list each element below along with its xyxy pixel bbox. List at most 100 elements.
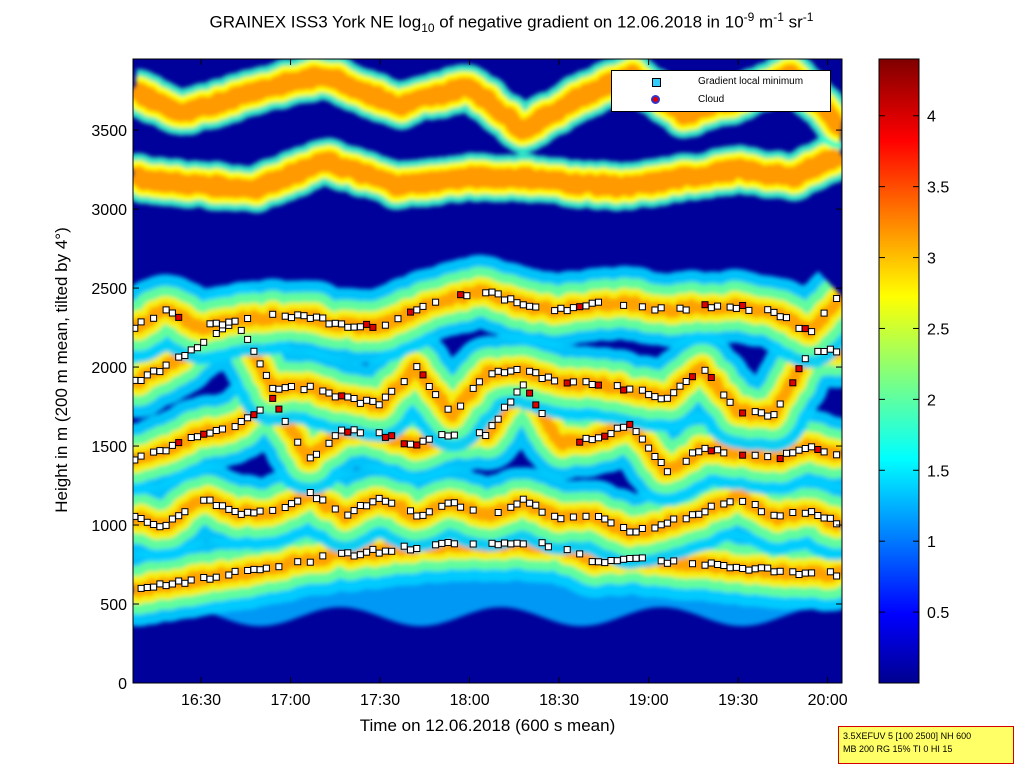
gradient-minimum-marker [595,434,602,442]
gradient-minimum-marker [801,509,809,517]
gradient-minimum-marker [225,505,233,513]
gradient-minimum-marker [732,563,740,571]
cloud-marker [526,389,534,397]
gradient-minimum-marker [469,506,477,514]
gradient-minimum-marker [168,515,176,523]
gradient-minimum-marker [306,558,314,566]
gradient-minimum-marker [607,519,615,527]
cloud-marker [789,379,797,387]
gradient-minimum-marker [168,309,176,317]
gradient-minimum-marker [181,579,189,587]
legend-square-marker [652,78,661,87]
gradient-minimum-marker [269,310,277,318]
gradient-minimum-marker [250,565,258,573]
gradient-minimum-marker [557,304,565,312]
cloud-marker [620,386,628,394]
gradient-minimum-marker [507,503,515,511]
gradient-minimum-marker [288,383,295,390]
gradient-minimum-marker [450,431,458,439]
cloud-marker [595,381,602,389]
gradient-minimum-marker [150,521,158,528]
gradient-minimum-marker [532,501,540,509]
x-axis: 16:30 17:00 17:30 18:00 18:30 19:00 19:30 20:00 [181,59,848,709]
gradient-minimum-marker [808,508,816,516]
gradient-minimum-marker [313,313,320,321]
gradient-minimum-marker [244,335,252,343]
gradient-minimum-marker [281,312,289,320]
cloud-marker [369,323,377,331]
gradient-minimum-marker [833,451,841,459]
gradient-minimum-marker [770,511,778,519]
gradient-minimum-marker [632,554,640,562]
gradient-minimum-marker [526,367,534,375]
gradient-minimum-marker [507,295,515,303]
gradient-minimum-marker [620,301,628,309]
x-tick-label: 17:00 [271,692,311,709]
gradient-minimum-marker [601,515,609,523]
cloud-marker [707,447,715,455]
gradient-minimum-marker [212,502,220,509]
gradient-minimum-marker [413,363,421,371]
gradient-minimum-marker [726,498,734,506]
gradient-minimum-marker [726,303,734,311]
gradient-minimum-marker [682,457,690,465]
gradient-minimum-marker [350,395,358,402]
gradient-minimum-marker [563,546,571,554]
gradient-minimum-marker [381,321,389,329]
gradient-minimum-marker [626,385,634,393]
y-tick-label: 3500 [91,123,127,140]
gradient-minimum-marker [231,317,239,325]
gradient-minimum-marker [438,502,446,510]
gradient-minimum-marker [651,524,659,532]
gradient-minimum-marker [419,511,427,519]
gradient-minimum-marker [582,434,590,442]
x-tick-label: 19:30 [718,692,758,709]
gradient-minimum-marker [507,367,515,375]
gradient-minimum-marker [363,502,371,510]
gradient-minimum-marker [494,541,502,549]
gradient-minimum-marker [770,308,778,316]
gradient-minimum-marker [494,509,502,516]
cloud-marker [576,438,584,446]
gradient-minimum-marker [469,540,477,548]
legend-circle-marker [651,95,660,104]
gradient-minimum-marker [488,370,496,378]
cloud-marker [563,379,571,387]
gradient-minimum-marker [137,515,145,522]
gradient-minimum-marker [513,539,521,547]
gradient-minimum-marker [544,543,552,551]
info-box: 3.5XEFUV 5 [100 2500] NH 600 MB 200 RG 1… [838,726,1014,764]
gradient-minimum-marker [294,311,302,319]
gradient-minimum-marker [288,500,295,508]
gradient-minimum-marker [638,303,646,311]
y-tick-label: 500 [100,597,127,614]
gradient-minimum-marker [657,557,665,565]
gradient-minimum-marker [789,449,797,457]
gradient-minimum-marker [519,301,527,309]
y-axis-label: Height in m (200 m mean, tilted by 4°) [52,227,71,513]
gradient-minimum-marker [751,451,759,459]
gradient-minimum-marker [206,496,214,504]
gradient-minimum-marker [833,572,841,580]
gradient-minimum-marker [808,443,816,451]
gradient-minimum-marker [657,521,665,529]
gradient-minimum-marker [482,289,490,297]
gradient-minimum-marker [663,468,671,476]
gradient-minimum-marker [256,566,264,574]
gradient-minimum-marker [739,497,747,505]
gradient-minimum-marker [162,447,170,455]
gradient-minimum-marker [833,295,841,302]
gradient-minimum-marker [632,528,640,536]
gradient-minimum-marker [150,583,158,591]
gradient-minimum-marker [814,347,822,355]
gradient-minimum-marker [319,314,327,322]
gradient-minimum-marker [757,564,765,572]
colorbar-tick-label: 1.5 [927,463,949,480]
gradient-minimum-marker [425,383,433,390]
gradient-minimum-marker [168,441,176,449]
gradient-minimum-marker [701,508,709,516]
gradient-minimum-marker [544,373,552,381]
gradient-minimum-marker [789,568,797,576]
gradient-minimum-marker [764,564,772,572]
gradient-minimum-marker [256,406,264,414]
